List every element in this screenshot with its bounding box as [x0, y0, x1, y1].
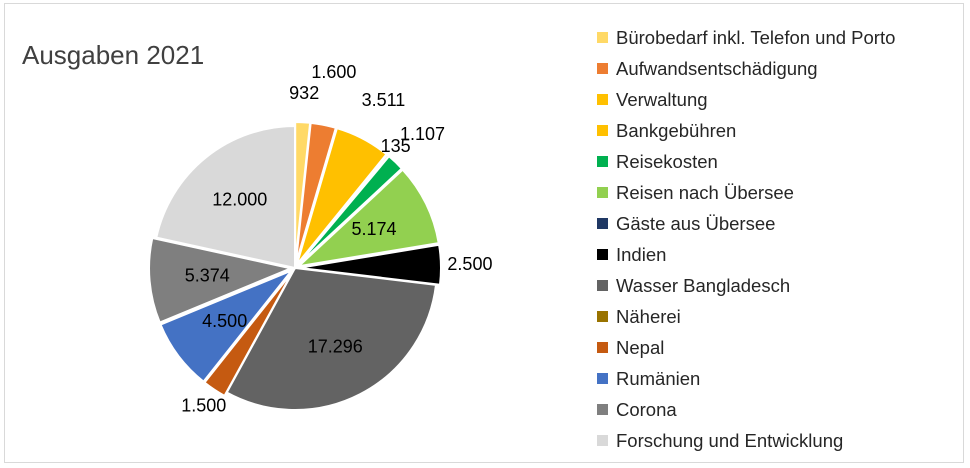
legend-swatch	[597, 404, 608, 415]
legend-item: Aufwandsentschädigung	[597, 53, 895, 84]
pie-slice	[298, 243, 442, 286]
legend-item: Bankgebühren	[597, 115, 895, 146]
legend-swatch	[597, 249, 608, 260]
legend-label: Rumänien	[616, 367, 701, 389]
data-label: 135	[381, 136, 411, 156]
legend-swatch	[597, 125, 608, 136]
pie-slice	[225, 266, 438, 411]
data-label: 12.000	[212, 189, 267, 209]
pie-slice	[155, 124, 296, 270]
data-label: 5.374	[185, 266, 230, 286]
legend-label: Nepal	[616, 336, 665, 358]
legend-item: Wasser Bangladesch	[597, 270, 895, 301]
data-label: 2.500	[447, 254, 492, 274]
legend-swatch	[597, 311, 608, 322]
legend-label: Wasser Bangladesch	[616, 274, 791, 296]
chart-title: Ausgaben 2021	[22, 40, 205, 70]
legend-label: Corona	[616, 398, 677, 420]
data-label: 1.500	[181, 395, 226, 415]
chart-area	[4, 3, 964, 463]
legend-swatch	[597, 156, 608, 167]
legend-label: Bankgebühren	[616, 119, 737, 141]
legend-label: Näherei	[616, 305, 681, 327]
legend-label: Reisekosten	[616, 150, 718, 172]
pie-slice	[295, 168, 440, 268]
data-label: 932	[289, 83, 319, 103]
legend-item: Indien	[597, 239, 895, 270]
legend-swatch	[597, 63, 608, 74]
legend-item: Forschung und Entwicklung	[597, 425, 895, 456]
legend-item: Näherei	[597, 301, 895, 332]
pie-slice	[203, 270, 294, 398]
legend-item: Reisekosten	[597, 146, 895, 177]
legend-swatch	[597, 187, 608, 198]
data-label: 1.107	[400, 124, 445, 144]
legend-item: Nepal	[597, 332, 895, 363]
legend-label: Bürobedarf inkl. Telefon und Porto	[616, 26, 896, 48]
legend-swatch	[597, 32, 608, 43]
legend-label: Forschung und Entwicklung	[616, 429, 844, 451]
pie-slice	[148, 236, 295, 324]
legend-swatch	[597, 373, 608, 384]
legend-item: Corona	[597, 394, 895, 425]
legend-item: Reisen nach Übersee	[597, 177, 895, 208]
legend-item: Gäste aus Übersee	[597, 208, 895, 239]
pie-slice	[294, 121, 338, 265]
legend-label: Gäste aus Übersee	[616, 212, 776, 234]
legend-swatch	[597, 280, 608, 291]
data-label: 1.600	[311, 62, 356, 82]
legend-item: Bürobedarf inkl. Telefon und Porto	[597, 22, 895, 53]
pie-slice	[159, 268, 295, 384]
pie-slice	[296, 154, 404, 266]
data-label: 3.511	[362, 90, 406, 110]
legend-swatch	[597, 218, 608, 229]
legend-swatch	[597, 342, 608, 353]
legend-swatch	[597, 94, 608, 105]
legend-item: Rumänien	[597, 363, 895, 394]
legend-label: Indien	[616, 243, 667, 265]
legend-label: Reisen nach Übersee	[616, 181, 794, 203]
legend: Bürobedarf inkl. Telefon und Porto Aufwan…	[597, 22, 895, 456]
data-label: 4.500	[202, 311, 247, 331]
data-label: 17.296	[308, 336, 363, 356]
legend-label: Verwaltung	[616, 88, 708, 110]
legend-item: Verwaltung	[597, 84, 895, 115]
legend-swatch	[597, 435, 608, 446]
data-label: 5.174	[352, 219, 397, 239]
legend-label: Aufwandsentschädigung	[616, 57, 818, 79]
